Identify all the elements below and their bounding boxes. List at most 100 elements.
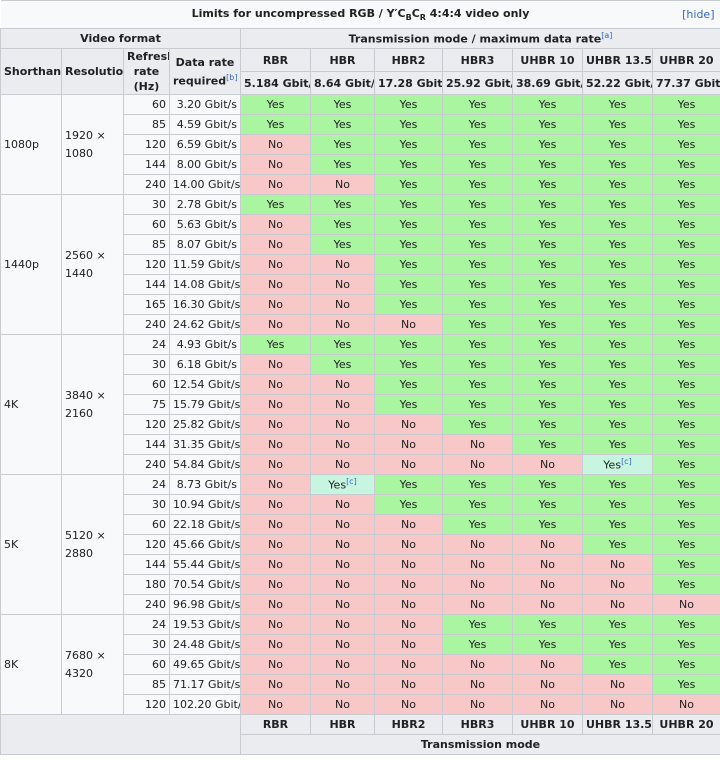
support-cell: No [310,654,375,675]
support-cell: No [310,554,375,575]
table-row: 144 31.35 Gbit/s No No No No Yes Yes Yes [1,434,720,455]
support-cell: Yes [652,674,720,695]
refresh-cell: 144 [123,274,170,295]
ref-c[interactable]: [c] [621,457,632,467]
shorthand-cell: 5K [0,474,62,615]
support-cell: No [442,654,513,675]
support-cell: No [442,454,513,475]
data-rate-cell: 14.00 Gbit/s [169,174,241,195]
video-format-header: Video format [0,28,241,49]
support-cell: Yes [652,194,720,215]
ref-a[interactable]: [a] [601,31,613,41]
data-rate-cell: 71.17 Gbit/s [169,674,241,695]
resolution-cell: 7680 × 4320 [61,614,124,715]
support-cell: No [374,654,443,675]
resolution-cell: 2560 × 1440 [61,194,124,335]
support-cell: Yes [512,374,583,395]
support-cell: No [442,594,513,615]
support-cell: Yes [582,174,653,195]
data-rate-cell: 8.73 Gbit/s [169,474,241,495]
footer-mode: HBR2 [374,714,443,735]
support-cell: Yes [582,434,653,455]
support-cell: Yes [310,194,375,215]
support-cell: Yes [652,134,720,155]
support-cell: Yes [582,234,653,255]
support-cell: Yes [582,134,653,155]
hide-toggle[interactable]: [hide] [682,8,715,21]
support-cell: Yes [652,614,720,635]
support-cell: Yes [442,414,513,435]
support-cell: Yes [582,254,653,275]
support-cell: Yes [582,414,653,435]
support-cell: Yes [374,114,443,135]
refresh-cell: 120 [123,414,170,435]
support-cell: No [374,554,443,575]
mode-header: HBR [310,48,375,72]
refresh-cell: 240 [123,314,170,335]
support-cell: Yes [512,214,583,235]
support-cell: Yes [652,354,720,375]
support-cell: No [512,654,583,675]
support-cell: Yes [512,114,583,135]
support-cell: Yes [374,494,443,515]
support-cell: Yes [374,294,443,315]
support-cell: Yes [582,494,653,515]
shorthand-cell: 8K [0,614,62,715]
ref-b[interactable]: [b] [226,72,238,82]
support-cell: Yes [442,514,513,535]
table-row: 1080p 1920 × 1080 60 3.20 Gbit/s Yes Yes Yes Ye… [0,94,720,195]
support-cell: Yes [374,474,443,495]
data-rate-cell: 24.62 Gbit/s [169,314,241,335]
resolution-cell: 3840 × 2160 [61,334,124,475]
ref-c[interactable]: [c] [346,477,357,487]
support-cell: No [240,134,311,155]
support-cell: No [310,574,375,595]
support-cell: No [310,594,375,615]
support-cell: No [310,514,375,535]
data-rate-cell: 96.98 Gbit/s [169,594,241,615]
support-cell: No [310,174,375,195]
support-cell: Yes [652,534,720,555]
support-cell: Yes [442,214,513,235]
support-value: Yes [328,478,347,492]
support-cell: Yes [442,334,513,355]
table-row: 60 49.65 Gbit/s No No No No No Yes Yes [1,654,720,675]
support-cell: No [442,574,513,595]
refresh-cell: 180 [123,574,170,595]
support-cell: Yes [652,554,720,575]
support-cell: Yes [582,334,653,355]
support-cell: Yes [512,194,583,215]
hide-link[interactable]: hide [686,8,711,21]
support-cell: Yes [512,334,583,355]
shorthand-cell: 1080p [0,94,62,195]
support-cell: Yes [512,474,583,495]
support-cell: Yes [582,654,653,675]
support-cell: No [442,554,513,575]
support-cell: No [310,274,375,295]
support-cell: No [310,494,375,515]
resolution-cell: 1920 × 1080 [61,94,124,195]
support-cell: Yes [512,134,583,155]
table-row: 120 11.59 Gbit/s No No Yes Yes Yes Yes Yes [1,254,720,275]
support-cell: Yes [310,354,375,375]
support-cell: Yes [442,634,513,655]
shorthand-cell: 4K [0,334,62,475]
support-cell: Yes [512,234,583,255]
refresh-cell: 60 [123,514,170,535]
table-row: 60 12.54 Gbit/s No No Yes Yes Yes Yes Yes [1,374,720,395]
refresh-cell: 120 [123,134,170,155]
support-cell: No [240,294,311,315]
refresh-cell: 60 [123,214,170,235]
support-cell: Yes [310,214,375,235]
refresh-cell: 120 [123,694,170,715]
support-cell: No [310,614,375,635]
support-cell: No [582,594,653,615]
refresh-cell: 24 [123,614,170,635]
support-cell: No [240,154,311,175]
support-cell: Yes [652,114,720,135]
support-cell: No [374,454,443,475]
support-cell: Yes [442,354,513,375]
support-cell: No [374,614,443,635]
support-cell: No [442,534,513,555]
